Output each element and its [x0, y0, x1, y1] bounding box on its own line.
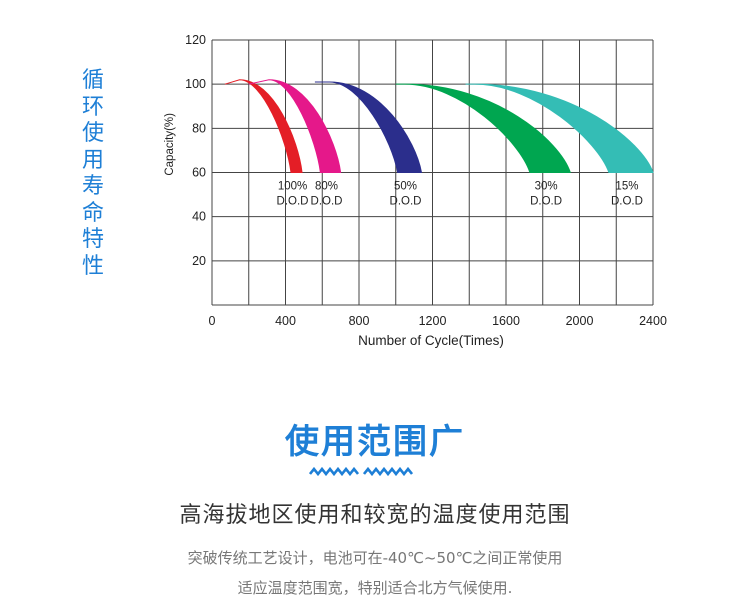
section-subheading: 高海拔地区使用和较宽的温度使用范围	[179, 503, 571, 528]
series-label-dod: D.O.D	[277, 196, 309, 208]
cycle-life-chart: 100% D.O.D 80% D.O.D 50% D.O.D 30% D.O.D 15% D.O.…	[164, 33, 667, 348]
y-tick-label: 80	[192, 121, 206, 135]
series-label-dod: D.O.D	[530, 196, 562, 208]
series-label-percent: 100%	[278, 181, 307, 193]
y-tick-label: 100	[185, 77, 206, 91]
x-tick-label: 1200	[419, 314, 447, 328]
y-tick-label: 60	[192, 166, 206, 180]
series-label-dod: D.O.D	[611, 196, 643, 208]
x-tick-label: 2400	[639, 314, 667, 328]
description-line-2: 适应温度范围宽，特别适合北方气候使用.	[237, 579, 513, 597]
y-tick-label: 120	[185, 33, 206, 47]
x-tick-label: 400	[275, 314, 296, 328]
series-label-percent: 80%	[315, 181, 338, 193]
series-label-percent: 50%	[394, 181, 417, 193]
series-band-1	[224, 79, 303, 173]
y-axis-label: Capacity(%)	[164, 113, 176, 176]
chart-grid	[211, 39, 654, 306]
description-line-1: 突破传统工艺设计，电池可在-40℃~50℃之间正常使用	[187, 549, 563, 567]
y-tick-label: 40	[192, 210, 206, 224]
x-tick-label: 2000	[566, 314, 594, 328]
series-label-percent: 15%	[615, 181, 638, 193]
x-tick-label: 800	[349, 314, 370, 328]
x-tick-label: 0	[209, 314, 216, 328]
chart-series-labels: 100% D.O.D 80% D.O.D 50% D.O.D 30% D.O.D 15% D.O.…	[277, 181, 643, 208]
series-label-dod: D.O.D	[390, 196, 422, 208]
chart-series-layer	[224, 79, 654, 173]
x-tick-label: 1600	[492, 314, 520, 328]
series-band-2	[248, 79, 342, 173]
series-label-dod: D.O.D	[311, 196, 343, 208]
series-band-3	[314, 81, 423, 173]
series-band-5	[465, 83, 654, 173]
series-band-4	[395, 83, 571, 173]
chart-axes: 0 400 800 1200 1600 2000 2400 20 40 60 80 100 120 Num…	[164, 33, 667, 348]
chart-side-title: 循环使用寿命特性	[81, 68, 104, 279]
section-heading: 使用范围广	[285, 422, 465, 462]
wave-decoration-left	[309, 466, 359, 477]
series-label-percent: 30%	[535, 181, 558, 193]
wave-decoration-right	[363, 466, 413, 477]
x-axis-label: Number of Cycle(Times)	[358, 333, 504, 348]
y-tick-label: 20	[192, 254, 206, 268]
